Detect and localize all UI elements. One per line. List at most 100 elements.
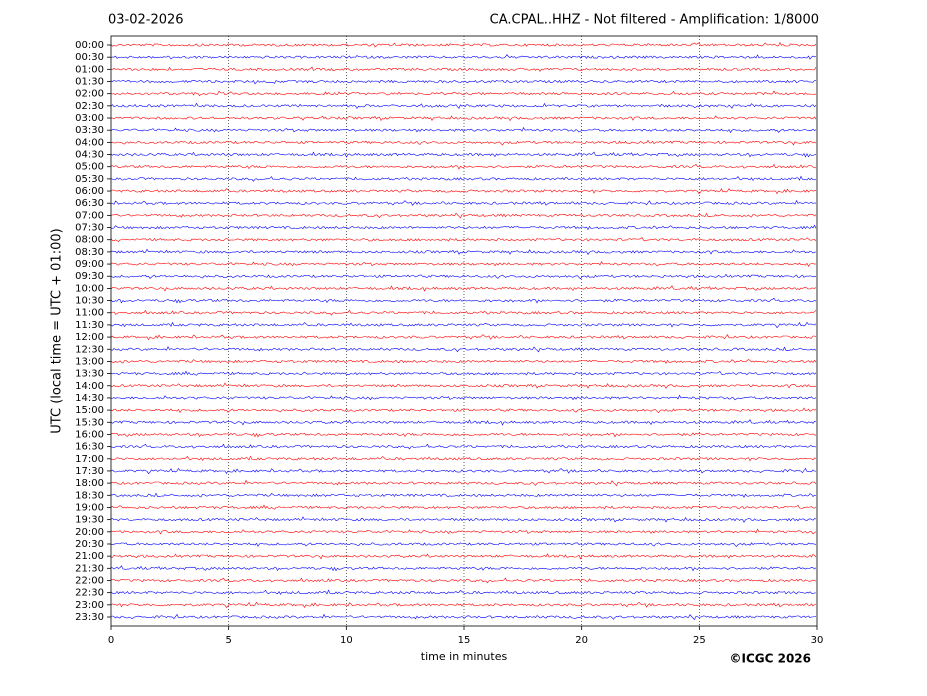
- seismic-trace: [110, 309, 817, 316]
- seismic-trace: [110, 54, 817, 60]
- seismic-trace: [110, 248, 817, 255]
- y-tick-label: 05:00: [75, 162, 104, 173]
- seismic-trace: [110, 577, 817, 584]
- y-tick-label: 20:30: [75, 539, 104, 550]
- y-tick-label: 07:30: [75, 223, 104, 234]
- y-tick-label: 02:30: [75, 101, 104, 112]
- y-tick-label: 08:00: [75, 235, 104, 246]
- y-tick-label: 17:30: [75, 466, 104, 477]
- x-tick-label: 0: [108, 635, 114, 646]
- seismic-trace: [110, 504, 817, 510]
- seismic-trace: [110, 359, 817, 365]
- y-tick-label: 00:30: [75, 52, 104, 63]
- x-tick-label: 25: [693, 635, 706, 646]
- y-tick-label: 18:30: [75, 490, 104, 501]
- x-tick-label: 5: [225, 635, 231, 646]
- seismic-trace: [110, 528, 817, 535]
- seismic-trace: [110, 297, 817, 304]
- y-tick-label: 04:30: [75, 150, 104, 161]
- y-tick-label: 06:00: [75, 186, 104, 197]
- y-tick-label: 12:30: [75, 344, 104, 355]
- seismic-trace: [110, 419, 817, 426]
- y-tick-label: 10:00: [75, 283, 104, 294]
- y-tick-label: 12:00: [75, 332, 104, 343]
- seismic-trace: [110, 102, 817, 110]
- chart-title: CA.CPAL..HHZ - Not filtered - Amplificat…: [490, 13, 819, 28]
- y-tick-label: 20:00: [75, 527, 104, 538]
- y-tick-label: 21:00: [75, 551, 104, 562]
- y-axis-label: UTC (local time = UTC + 01:00): [50, 228, 65, 433]
- date-label: 03-02-2026: [108, 13, 184, 28]
- y-tick-label: 16:00: [75, 429, 104, 440]
- seismic-trace: [111, 382, 817, 389]
- seismic-trace: [110, 224, 817, 231]
- seismic-trace: [110, 212, 817, 219]
- y-tick-label: 23:00: [75, 600, 104, 611]
- y-tick-label: 14:30: [75, 393, 104, 404]
- seismic-trace: [110, 589, 817, 595]
- seismic-trace: [110, 542, 817, 548]
- seismic-trace: [110, 455, 817, 462]
- seismic-trace: [110, 370, 817, 376]
- seismic-trace: [110, 285, 817, 292]
- y-tick-label: 06:30: [75, 198, 104, 209]
- copyright: ©ICGC 2026: [729, 652, 811, 666]
- seismic-trace: [110, 79, 817, 85]
- y-tick-label: 01:00: [75, 64, 104, 75]
- y-tick-label: 19:30: [75, 515, 104, 526]
- x-tick-label: 30: [811, 635, 824, 646]
- y-tick-label: 14:00: [75, 381, 104, 392]
- x-tick-label: 15: [458, 635, 471, 646]
- seismic-trace: [110, 175, 817, 182]
- x-tick-label: 20: [575, 635, 588, 646]
- seismic-trace: [110, 115, 817, 122]
- y-tick-label: 09:30: [75, 271, 104, 282]
- y-tick-label: 13:00: [75, 356, 104, 367]
- seismic-trace: [110, 479, 817, 487]
- y-tick-label: 18:00: [75, 478, 104, 489]
- seismic-trace: [110, 334, 817, 341]
- plot-frame: [110, 35, 818, 627]
- seismic-trace: [110, 492, 817, 498]
- seismic-trace: [110, 432, 816, 438]
- y-tick-label: 21:30: [75, 563, 104, 574]
- seismic-trace: [110, 553, 817, 560]
- seismic-trace: [110, 188, 817, 195]
- y-tick-label: 11:30: [75, 320, 104, 331]
- seismic-trace: [110, 139, 817, 146]
- seismic-trace: [110, 151, 817, 158]
- seismic-trace: [111, 66, 817, 72]
- seismic-trace: [110, 41, 817, 48]
- y-tick-label: 15:00: [75, 405, 104, 416]
- seismic-trace: [110, 613, 817, 621]
- y-tick-label: 16:30: [75, 442, 104, 453]
- y-tick-label: 23:30: [75, 612, 104, 623]
- seismic-trace: [110, 407, 817, 414]
- y-tick-label: 15:30: [75, 417, 104, 428]
- y-tick-label: 17:00: [75, 454, 104, 465]
- y-tick-label: 04:00: [75, 137, 104, 148]
- seismic-trace: [110, 126, 817, 134]
- y-tick-label: 22:30: [75, 588, 104, 599]
- seismic-trace: [110, 273, 817, 280]
- seismic-trace: [110, 601, 817, 609]
- y-tick-label: 19:00: [75, 502, 104, 513]
- y-tick-label: 08:30: [75, 247, 104, 258]
- y-tick-label: 03:30: [75, 125, 104, 136]
- y-tick-label: 01:30: [75, 77, 104, 88]
- y-tick-label: 02:00: [75, 89, 104, 100]
- seismic-trace: [110, 467, 817, 475]
- y-tick-label: 09:00: [75, 259, 104, 270]
- y-tick-label: 03:00: [75, 113, 104, 124]
- y-tick-label: 00:00: [75, 40, 104, 51]
- seismic-trace: [110, 443, 817, 450]
- seismic-trace: [110, 346, 817, 353]
- seismic-trace: [110, 163, 817, 170]
- y-tick-label: 10:30: [75, 296, 104, 307]
- y-tick-label: 13:30: [75, 369, 104, 380]
- seismic-trace: [110, 90, 817, 97]
- y-tick-label: 22:00: [75, 575, 104, 586]
- seismic-trace: [110, 260, 817, 268]
- seismic-trace: [110, 565, 817, 572]
